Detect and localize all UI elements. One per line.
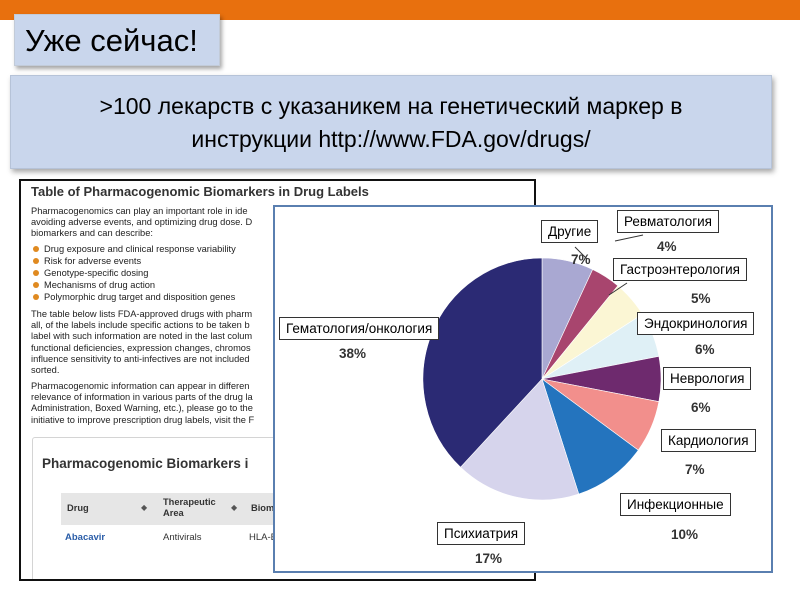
document-title: Table of Pharmacogenomic Biomarkers in D… — [31, 184, 369, 199]
category-label-gastroenterology: Гастроэнтерология — [613, 258, 747, 281]
category-label-psychiatry: Психиатрия — [437, 522, 526, 545]
pie-slice-psychiatry — [460, 378, 580, 501]
paragraph-line: Administration, Boxed Warning, etc.), pl… — [31, 403, 253, 414]
biomarker-cell: HLA-B — [249, 532, 277, 543]
column-header-therapeutic-area[interactable]: Therapeutic Area — [163, 497, 216, 518]
intro-line: avoiding adverse events, and optimizing … — [31, 217, 253, 228]
category-label-rheumatology: Ревматология — [617, 210, 719, 233]
percent-label-cardiology: 7% — [685, 462, 705, 477]
leader-line — [574, 246, 588, 260]
biomarker-bullet-list: Drug exposure and clinical response vari… — [31, 243, 236, 303]
headline-line-2: инструкции http://www.FDA.gov/drugs/ — [191, 126, 591, 152]
category-label-infectious: Инфекционные — [620, 493, 731, 516]
bullet-item: Drug exposure and clinical response vari… — [31, 243, 236, 255]
pie-chart-panel: Другие 7% Ревматология 4% Гастроэнтероло… — [273, 205, 773, 573]
pie-slice-infectious — [541, 378, 639, 495]
paragraph-line: The table below lists FDA-approved drugs… — [31, 309, 253, 319]
intro-line: Pharmacogenomics can play an important r… — [31, 206, 248, 216]
category-label-cardiology: Кардиология — [661, 429, 756, 452]
leader-line — [614, 234, 644, 242]
percent-label-infectious: 10% — [671, 527, 699, 542]
column-header-biomarker[interactable]: Biom — [251, 503, 275, 513]
table-subtitle: Pharmacogenomic Biomarkers i — [42, 456, 249, 471]
intro-line: biomarkers and can describe: — [31, 228, 153, 239]
percent-label-other: 7% — [571, 252, 591, 267]
percent-label-gastroenterology: 5% — [691, 291, 711, 306]
category-label-endocrinology: Эндокринология — [637, 312, 755, 335]
sort-icon[interactable]: ◆ — [141, 503, 148, 512]
drug-link-abacavir[interactable]: Abacavir — [65, 532, 106, 543]
bullet-item: Polymorphic drug target and disposition … — [31, 291, 236, 303]
category-label-hematology-oncology: Гематология/онкология — [279, 317, 440, 340]
column-header-drug[interactable]: Drug — [67, 503, 89, 513]
percent-label-psychiatry: 17% — [475, 551, 503, 566]
slide-badge: Уже сейчас! — [14, 14, 220, 66]
table-header-row: Drug ◆ Therapeutic Area ◆ Biom — [61, 493, 301, 525]
percent-label-rheumatology: 4% — [657, 239, 677, 254]
percent-label-hematology-oncology: 38% — [339, 346, 367, 361]
leader-line — [608, 282, 628, 296]
headline-line-1: >100 лекарств с указаникем на генетическ… — [99, 93, 683, 119]
category-label-other: Другие — [541, 220, 599, 243]
percent-label-endocrinology: 6% — [695, 342, 715, 357]
paragraph-line: all, of the labels include specific acti… — [31, 320, 250, 331]
bullet-item: Risk for adverse events — [31, 255, 236, 267]
paragraph-line: label with such information are noted in… — [31, 331, 253, 342]
category-label-neurology: Неврология — [663, 367, 752, 390]
paragraph-line: functional deficiencies, expression chan… — [31, 342, 251, 353]
document-paragraph-2: The table below lists FDA-approved drugs… — [31, 309, 281, 376]
bullet-item: Genotype-specific dosing — [31, 267, 236, 279]
paragraph-line: Pharmacogenomic information can appear i… — [31, 381, 250, 391]
paragraph-line: relevance of information in various part… — [31, 392, 253, 403]
sort-icon[interactable]: ◆ — [231, 503, 238, 512]
paragraph-line: sorted. — [31, 365, 60, 376]
therapeutic-area-cell: Antivirals — [163, 532, 202, 543]
document-paragraph-3: Pharmacogenomic information can appear i… — [31, 381, 281, 426]
document-intro: Pharmacogenomics can play an important r… — [31, 206, 281, 240]
bullet-item: Mechanisms of drug action — [31, 279, 236, 291]
paragraph-line: influence sensitivity to anti-infectives… — [31, 353, 250, 364]
slide-headline: >100 лекарств с указаникем на генетическ… — [10, 75, 772, 169]
pie-chart — [422, 234, 662, 501]
percent-label-neurology: 6% — [691, 400, 711, 415]
paragraph-line: initiative to improve prescription drug … — [31, 414, 255, 425]
